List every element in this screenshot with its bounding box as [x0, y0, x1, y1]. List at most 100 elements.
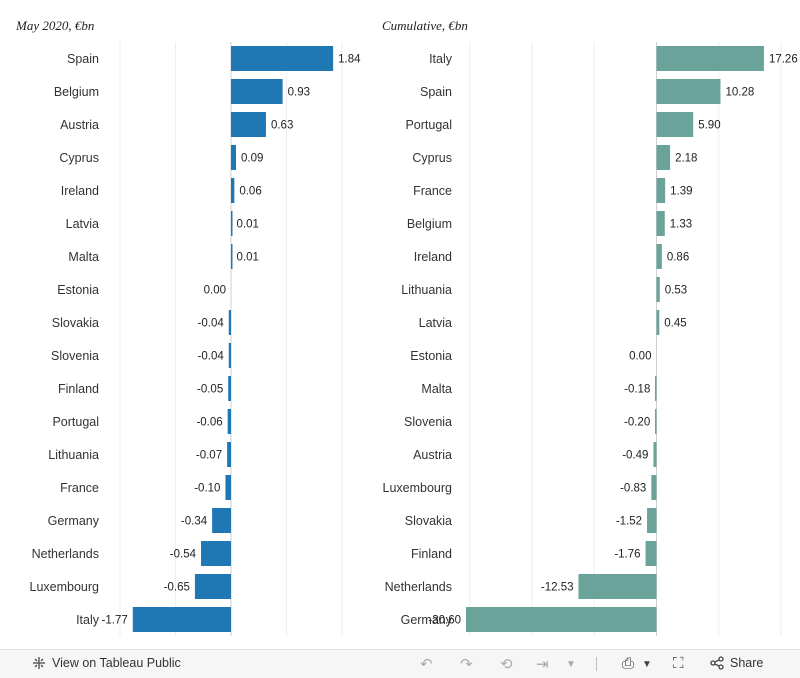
left-value-label: -0.04 [198, 318, 225, 330]
left-category-label: Lithuania [48, 448, 99, 462]
right-bar[interactable] [656, 79, 721, 104]
right-value-label: 1.33 [670, 219, 692, 231]
chevron-down-icon[interactable]: ▼ [566, 659, 576, 670]
left-category-label: Slovakia [52, 316, 99, 330]
footer-toolbar: View on Tableau Public ↶ ↷ ⟲ ⇥ ▼ ⎙ ▼ ⛶ S… [0, 649, 800, 678]
left-category-label: France [60, 481, 99, 495]
left-category-label: Netherlands [32, 547, 99, 561]
left-bar[interactable] [228, 310, 231, 335]
right-bar[interactable] [578, 574, 657, 599]
right-bar[interactable] [653, 442, 657, 467]
left-category-label: Germany [48, 514, 100, 528]
chart-cumulative: Italy 17.26 Spain 10.28 Portugal 5.90 Cyprus 2.… [383, 42, 798, 636]
right-bar[interactable] [656, 178, 666, 203]
right-bar[interactable] [656, 211, 665, 236]
right-bar[interactable] [654, 376, 657, 401]
left-value-label: 0.06 [239, 186, 261, 198]
right-category-label: Germany [401, 613, 453, 627]
right-category-label: Cyprus [412, 151, 452, 165]
left-value-label: 0.00 [204, 285, 226, 297]
right-bar[interactable] [656, 112, 694, 137]
left-value-label: -0.07 [196, 450, 222, 462]
left-value-label: 0.09 [241, 153, 263, 165]
right-bar[interactable] [654, 409, 657, 434]
left-value-label: 0.63 [271, 120, 293, 132]
share-button[interactable]: Share [710, 656, 763, 670]
charts-canvas: Spain 1.84 Belgium 0.93 Austria 0.63 Cyprus 0.0… [30, 42, 798, 636]
view-on-tableau-label: View on Tableau Public [52, 656, 181, 670]
right-value-label: 2.18 [675, 153, 697, 165]
share-icon [710, 656, 724, 670]
right-value-label: 10.28 [725, 87, 754, 99]
undo-icon[interactable]: ↶ [420, 656, 433, 673]
left-category-label: Latvia [66, 217, 99, 231]
left-category-label: Slovenia [51, 349, 99, 363]
left-category-label: Cyprus [59, 151, 99, 165]
left-bar[interactable] [231, 112, 266, 137]
download-icon[interactable]: ⎙ [622, 655, 635, 672]
right-bar[interactable] [466, 607, 657, 632]
left-bar[interactable] [225, 475, 231, 500]
right-value-label: -30.60 [428, 615, 461, 627]
right-value-label: -0.20 [624, 417, 650, 429]
right-bar[interactable] [656, 310, 660, 335]
left-category-label: Luxembourg [30, 580, 100, 594]
left-value-label: -0.54 [170, 549, 197, 561]
right-value-label: 1.39 [670, 186, 692, 198]
right-category-label: Lithuania [401, 283, 452, 297]
right-bar[interactable] [645, 541, 657, 566]
left-category-label: Austria [60, 118, 99, 132]
right-bar[interactable] [651, 475, 657, 500]
left-bar[interactable] [228, 343, 231, 368]
revert-icon[interactable]: ⟲ [500, 656, 513, 673]
right-category-label: Portugal [405, 118, 452, 132]
right-bar[interactable] [656, 277, 660, 302]
left-category-label: Malta [68, 250, 99, 264]
left-bar[interactable] [212, 508, 231, 533]
left-bar[interactable] [231, 244, 233, 269]
left-value-label: -0.04 [198, 351, 225, 363]
left-bar[interactable] [228, 376, 231, 401]
pause-icon[interactable]: ⇥ [536, 656, 549, 673]
right-bar[interactable] [656, 145, 671, 170]
right-bar[interactable] [647, 508, 657, 533]
left-bar[interactable] [231, 145, 236, 170]
left-value-label: 0.01 [237, 219, 259, 231]
left-category-label: Italy [76, 613, 100, 627]
right-category-label: Austria [413, 448, 452, 462]
right-category-label: France [413, 184, 452, 198]
left-bar[interactable] [132, 607, 231, 632]
share-label: Share [730, 656, 764, 670]
left-value-label: -1.77 [102, 615, 128, 627]
left-bar[interactable] [227, 409, 231, 434]
right-value-label: -1.52 [616, 516, 642, 528]
left-bar[interactable] [227, 442, 231, 467]
chart-title-right: Cumulative, €bn [382, 18, 468, 33]
left-bar[interactable] [201, 541, 231, 566]
left-value-label: -0.34 [181, 516, 208, 528]
right-value-label: -0.83 [620, 483, 646, 495]
view-on-tableau-link[interactable]: View on Tableau Public [32, 656, 181, 670]
redo-icon[interactable]: ↷ [460, 656, 473, 673]
left-category-label: Finland [58, 382, 99, 396]
right-bar[interactable] [656, 46, 764, 71]
download-chevron-icon[interactable]: ▼ [642, 659, 652, 670]
left-bar[interactable] [231, 79, 283, 104]
left-bar[interactable] [231, 46, 334, 71]
right-category-label: Estonia [410, 349, 452, 363]
fullscreen-icon[interactable]: ⛶ [673, 655, 684, 672]
left-value-label: 1.84 [338, 54, 361, 66]
left-category-label: Ireland [61, 184, 99, 198]
right-value-label: 5.90 [698, 120, 720, 132]
right-bar[interactable] [656, 244, 662, 269]
right-category-label: Belgium [407, 217, 452, 231]
left-bar[interactable] [231, 211, 233, 236]
right-value-label: 17.26 [769, 54, 798, 66]
right-category-label: Ireland [414, 250, 452, 264]
chart-may-2020: Spain 1.84 Belgium 0.93 Austria 0.63 Cyprus 0.0… [30, 42, 361, 636]
right-value-label: 0.45 [664, 318, 686, 330]
right-value-label: -12.53 [541, 582, 574, 594]
left-value-label: -0.05 [197, 384, 223, 396]
left-bar[interactable] [194, 574, 231, 599]
left-bar[interactable] [231, 178, 235, 203]
